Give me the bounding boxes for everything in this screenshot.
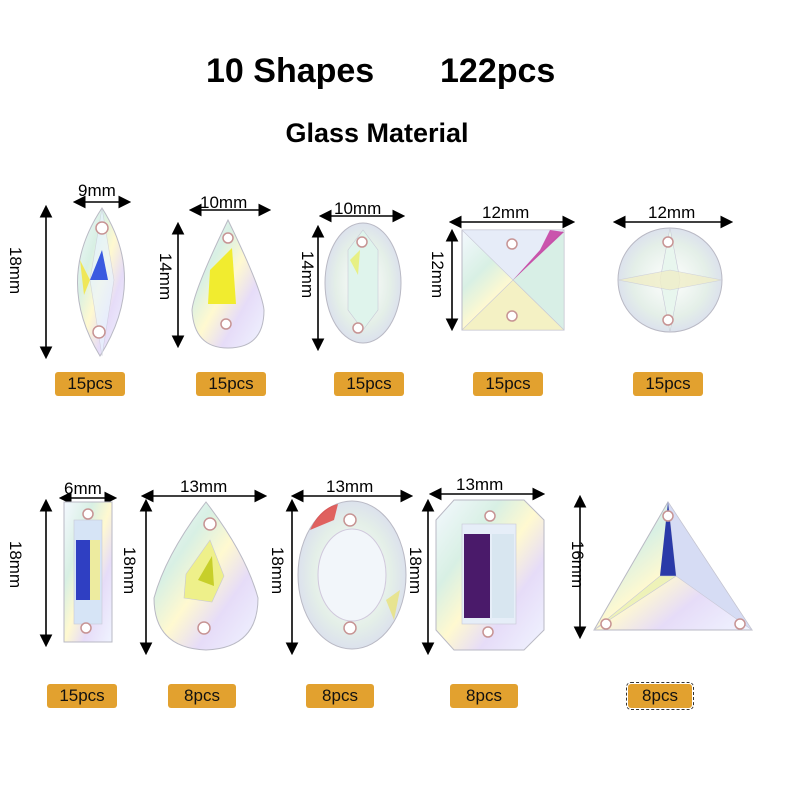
marquise-drawing: [39, 195, 132, 360]
quantity-badge: 15pcs: [334, 372, 404, 396]
width-label: 12mm: [648, 203, 696, 222]
gem-oval-large: 13mm 18mm 8pcs: [268, 477, 430, 720]
octagon-drawing: [421, 487, 546, 656]
quantity-badge: 15pcs: [55, 372, 125, 396]
height-label: 18mm: [406, 546, 426, 595]
rectangle-drawing: [39, 491, 118, 648]
gem-rectangle: 6mm 18mm 15pcs: [0, 480, 140, 720]
material-label: Glass Material: [285, 118, 469, 148]
gem-octagon: 13mm 18mm 8pcs: [406, 476, 580, 720]
triangle-drawing: [573, 494, 753, 640]
height-label: 12mm: [428, 250, 448, 299]
width-label: 13mm: [180, 477, 228, 496]
gem-oval-small: 10mm 14mm 15pcs: [298, 180, 440, 410]
width-label: 9mm: [78, 181, 116, 200]
shapes-count-label: 10 Shapes: [206, 52, 375, 90]
width-label: 10mm: [200, 193, 248, 212]
quantity-badge: 8pcs: [626, 682, 694, 710]
height-label: 18mm: [120, 546, 140, 595]
height-label: 18mm: [6, 246, 26, 295]
height-label: 18mm: [6, 540, 26, 589]
quantity-badge: 8pcs: [168, 684, 236, 708]
height-label: 14mm: [156, 252, 176, 301]
quantity-badge: 15pcs: [47, 684, 117, 708]
height-label: 16mm: [568, 540, 588, 589]
round-drawing: [612, 215, 734, 333]
width-label: 12mm: [482, 203, 530, 222]
oval-small-drawing: [311, 209, 406, 352]
width-label: 13mm: [456, 475, 504, 494]
width-label: 13mm: [326, 477, 374, 496]
title-row: 10 Shapes 122pcs: [0, 52, 800, 102]
quantity-badge: 8pcs: [306, 684, 374, 708]
height-label: 14mm: [298, 250, 318, 299]
piece-count-label: 122pcs: [440, 52, 556, 90]
teardrop-small-drawing: [171, 203, 272, 349]
quantity-badge: 15pcs: [473, 372, 543, 396]
gem-teardrop-small: 10mm 14mm 15pcs: [140, 180, 300, 410]
gem-square: 12mm 12mm 15pcs: [428, 180, 600, 410]
teardrop-large-drawing: [139, 489, 268, 656]
width-label: 10mm: [334, 199, 382, 218]
gem-teardrop-large: 13mm 18mm 8pcs: [120, 477, 290, 720]
width-label: 6mm: [64, 479, 102, 498]
height-label: 18mm: [268, 546, 288, 595]
gem-round: 12mm 15pcs: [600, 180, 800, 410]
quantity-badge: 15pcs: [196, 372, 266, 396]
square-drawing: [445, 215, 576, 332]
gem-marquise: 9mm 18mm 15pcs: [0, 180, 140, 410]
quantity-badge: 15pcs: [633, 372, 703, 396]
gem-triangle: 16mm 8pcs: [568, 480, 780, 720]
oval-large-drawing: [285, 489, 414, 656]
quantity-badge: 8pcs: [450, 684, 518, 708]
